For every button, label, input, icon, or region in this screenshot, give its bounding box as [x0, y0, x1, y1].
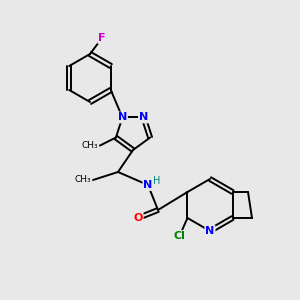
Text: N: N: [139, 112, 148, 122]
Text: N: N: [118, 112, 127, 122]
Text: H: H: [153, 176, 161, 186]
Text: Cl: Cl: [173, 231, 185, 241]
Text: F: F: [98, 33, 106, 43]
Text: N: N: [143, 180, 153, 190]
Text: CH₃: CH₃: [81, 141, 98, 150]
Text: O: O: [133, 213, 143, 223]
Text: CH₃: CH₃: [74, 176, 91, 184]
Text: N: N: [206, 226, 214, 236]
